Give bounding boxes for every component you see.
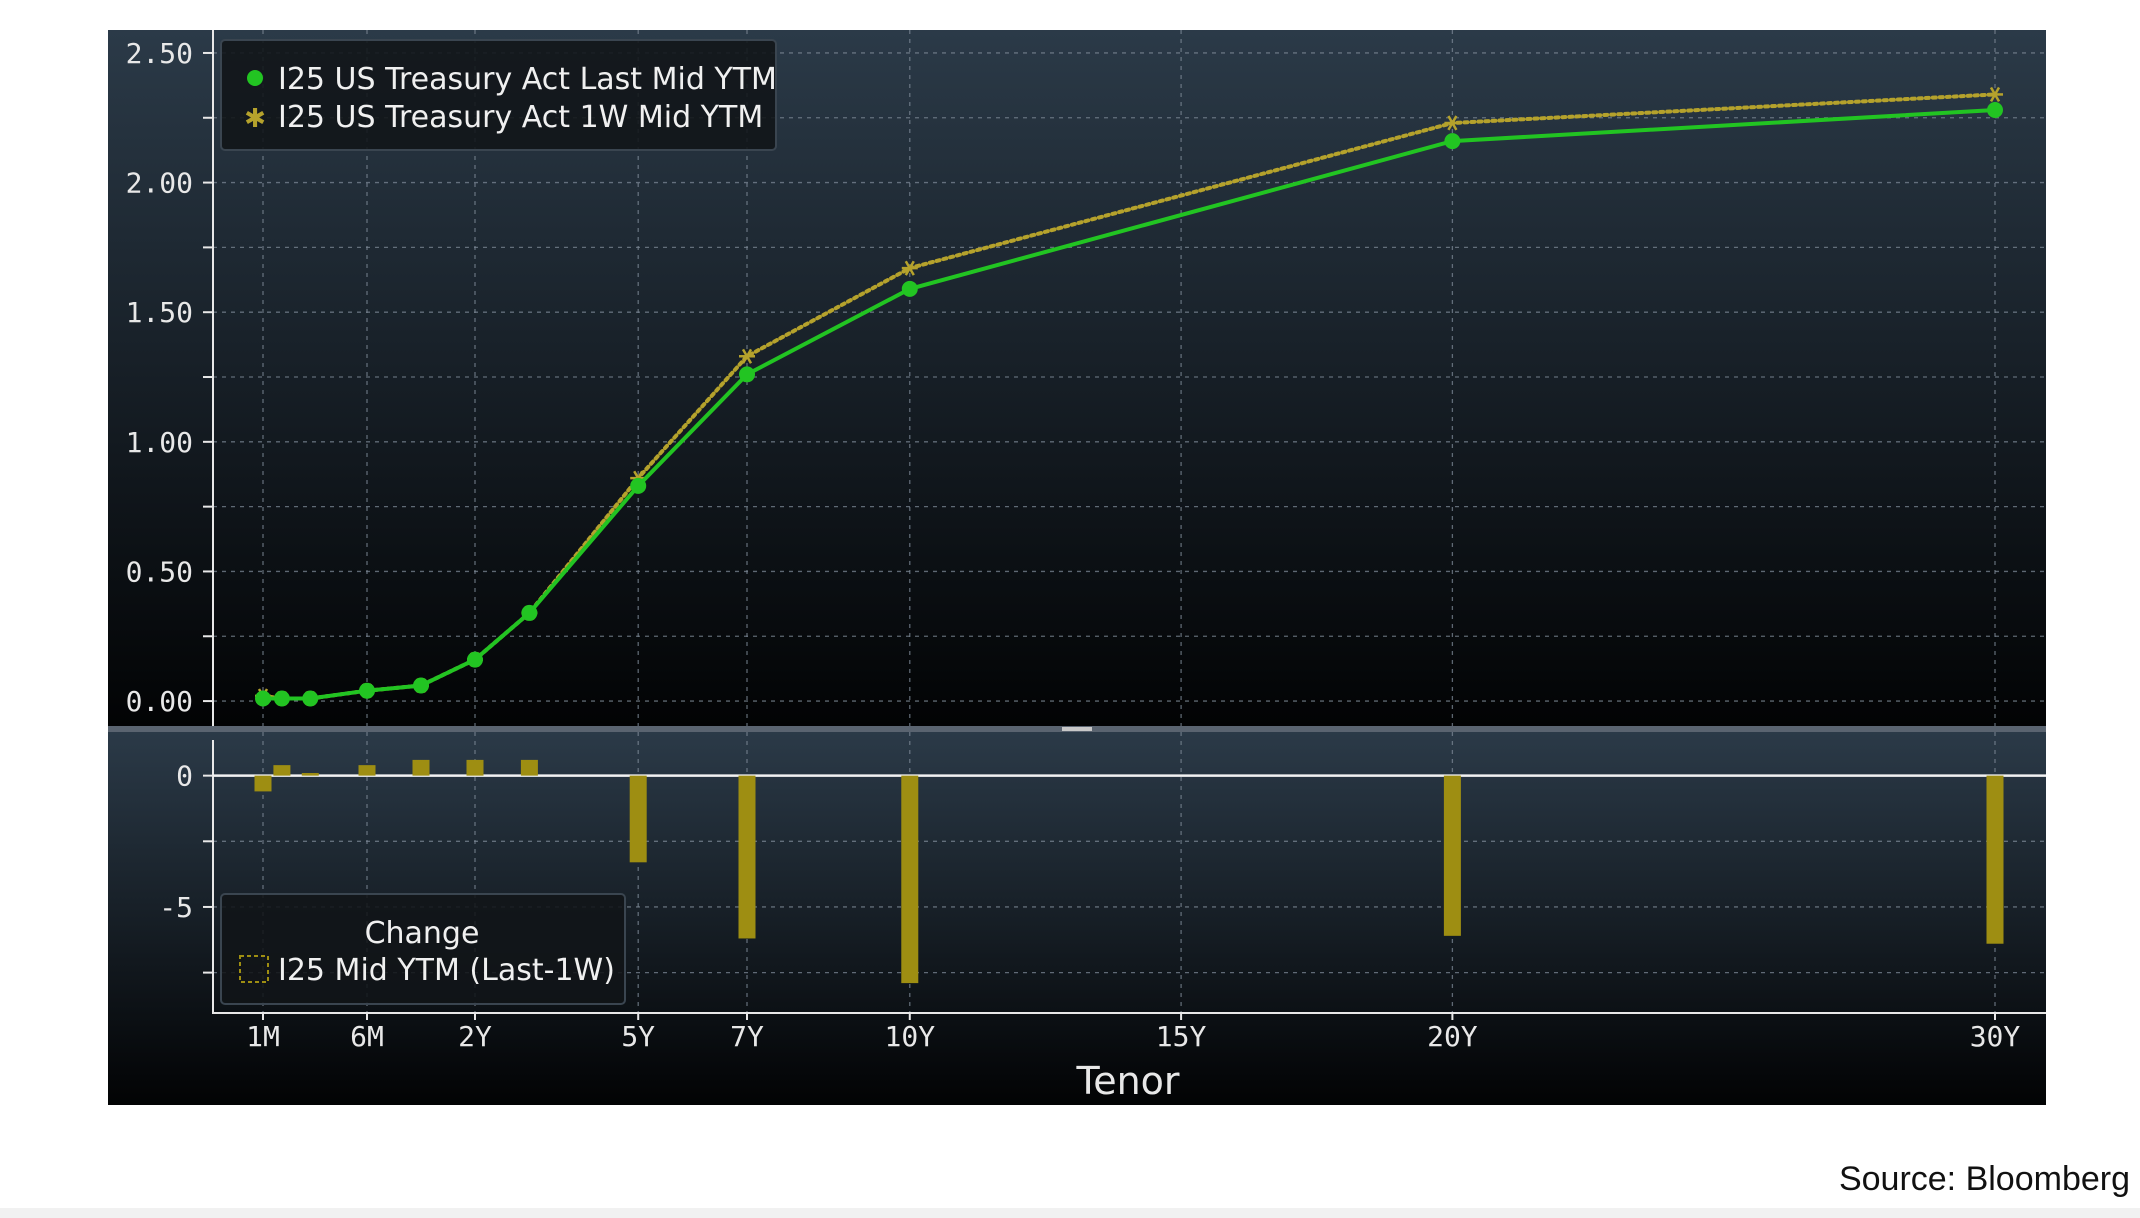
last-yield-point — [1987, 101, 2003, 118]
last-yield-point — [630, 477, 647, 494]
x-axis-title: Tenor — [1075, 1059, 1179, 1103]
last-yield-point — [413, 677, 429, 694]
change-legend-label: I25 Mid YTM (Last-1W) — [278, 953, 615, 988]
bottom-legend[interactable]: Change I25 Mid YTM (Last-1W) — [220, 893, 626, 1005]
change-bar — [301, 773, 319, 776]
x-tick-label: 10Y — [884, 1020, 935, 1053]
y-tick-label: 0.50 — [126, 555, 193, 588]
axes — [203, 30, 2046, 1020]
change-y-tick-label: 0 — [176, 760, 193, 793]
last-yield-point — [1444, 133, 1461, 150]
yield-lines — [255, 86, 2003, 707]
last-mid-ytm-legend-marker — [247, 70, 263, 86]
one-week-yield-point — [739, 348, 755, 364]
change-bar — [901, 775, 919, 984]
change-bar — [738, 775, 756, 939]
last-yield-point — [359, 682, 375, 699]
y-tick-label: 1.50 — [126, 296, 193, 329]
change-bar — [629, 775, 647, 863]
change-legend-title: Change — [365, 916, 480, 951]
change-bar — [358, 765, 376, 776]
x-tick-label: 30Y — [1970, 1020, 2021, 1053]
1w-mid-ytm-legend-marker: ✱ — [244, 104, 266, 134]
last-yield-point — [273, 690, 290, 707]
change-bar — [520, 759, 538, 776]
change-bar — [1986, 775, 2004, 944]
last-yield-point — [739, 366, 755, 383]
x-tick-label: 7Y — [730, 1020, 764, 1053]
change-y-tick-label: -5 — [159, 891, 193, 924]
change-bar — [412, 759, 430, 776]
x-tick-label: 6M — [350, 1020, 384, 1053]
last-yield-point — [255, 690, 271, 707]
change-bar — [1443, 775, 1461, 936]
bottom-strip — [0, 1208, 2140, 1218]
top-gridlines — [213, 30, 2046, 726]
x-tick-label: 15Y — [1156, 1020, 1207, 1053]
one-week-yield-point — [901, 260, 918, 276]
bottom-legend-box — [220, 893, 626, 1005]
last-mid-ytm-legend-label: I25 US Treasury Act Last Mid YTM — [278, 62, 777, 97]
panel-resize-handle[interactable] — [1062, 727, 1092, 731]
change-bars — [254, 759, 2004, 984]
one-week-yield-point — [1444, 115, 1461, 131]
y-tick-label: 2.50 — [126, 37, 193, 70]
source-note: Source: Bloomberg — [1839, 1160, 2130, 1198]
top-legend[interactable]: I25 US Treasury Act Last Mid YTM ✱ I25 U… — [220, 39, 777, 151]
1w-mid-ytm-legend-label: I25 US Treasury Act 1W Mid YTM — [278, 100, 763, 135]
change-legend-marker — [239, 955, 269, 983]
last-yield-point — [521, 604, 538, 621]
one-week-yield-point — [1987, 86, 2003, 102]
last-yield-point — [467, 651, 483, 668]
change-bar — [466, 759, 484, 776]
x-tick-label: 20Y — [1427, 1020, 1478, 1053]
y-tick-label: 0.00 — [126, 685, 193, 718]
y-tick-label: 1.00 — [126, 426, 193, 459]
last-yield-point — [302, 690, 319, 707]
top-legend-box — [220, 39, 777, 151]
y-tick-label: 2.00 — [126, 167, 193, 200]
change-bar — [273, 765, 291, 776]
last-yield-point — [901, 280, 918, 297]
x-tick-label: 1M — [246, 1020, 280, 1053]
x-tick-label: 5Y — [621, 1020, 655, 1053]
change-bar — [254, 775, 272, 792]
x-tick-label: 2Y — [458, 1020, 492, 1053]
tick-labels: 1M 6M 2Y 5Y 7Y 10Y 15Y 20Y 30Y 2.50 2.00 1.50 1.00 0.… — [126, 37, 2021, 1053]
